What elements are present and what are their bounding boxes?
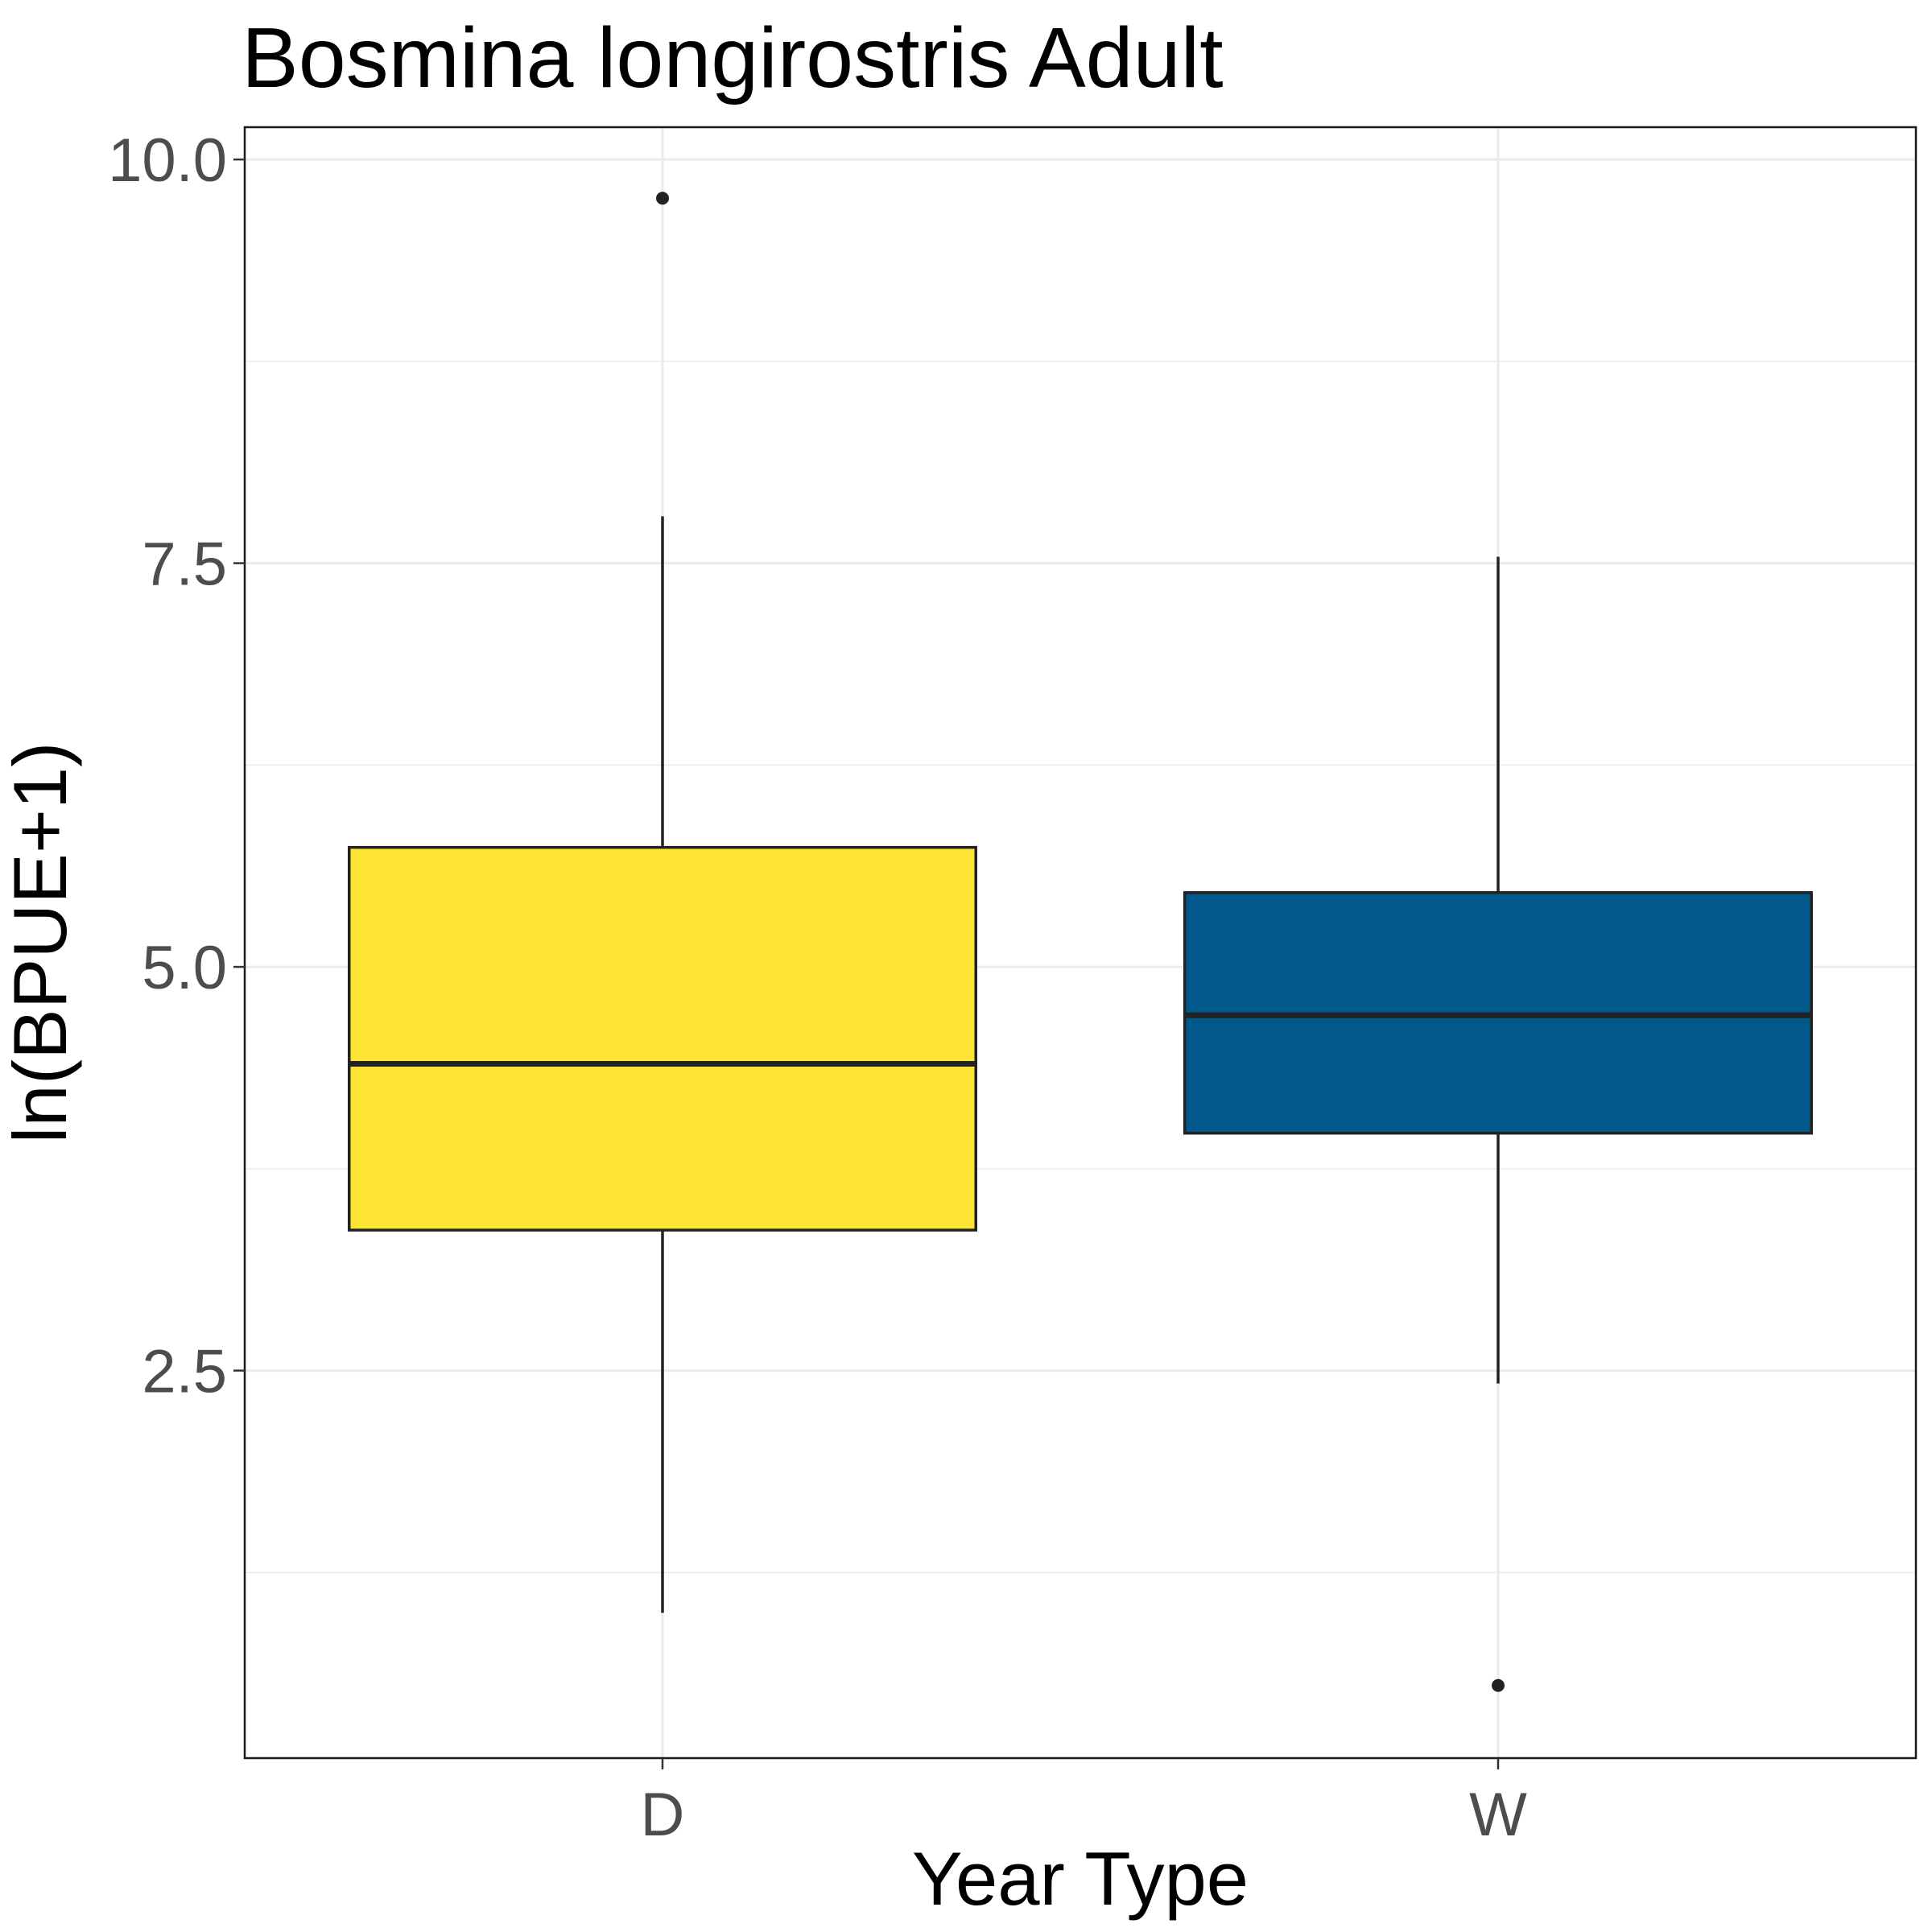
y-axis: 2.5 5.0 7.5 10.0 bbox=[108, 126, 245, 1406]
boxplot-marks bbox=[348, 192, 1813, 1692]
y-tick-label: 2.5 bbox=[142, 1338, 227, 1406]
y-tick-label: 10.0 bbox=[108, 126, 227, 195]
x-tick-label: W bbox=[1469, 1781, 1527, 1849]
outlier-point bbox=[1492, 1678, 1505, 1692]
box-iqr bbox=[348, 845, 977, 1232]
y-tick-label: 5.0 bbox=[142, 934, 227, 1002]
y-tick-label: 7.5 bbox=[142, 530, 227, 599]
chart-title: Bosmina longirostris Adult bbox=[242, 10, 1224, 105]
x-axis-title: Year Type bbox=[912, 1836, 1249, 1921]
box-group-D bbox=[348, 192, 977, 1613]
y-axis-title: ln(BPUE+1) bbox=[0, 742, 82, 1144]
box-group-W bbox=[1183, 556, 1813, 1692]
outlier-point bbox=[656, 192, 669, 205]
x-tick-label: D bbox=[641, 1781, 685, 1849]
panel-border bbox=[243, 126, 1918, 1760]
